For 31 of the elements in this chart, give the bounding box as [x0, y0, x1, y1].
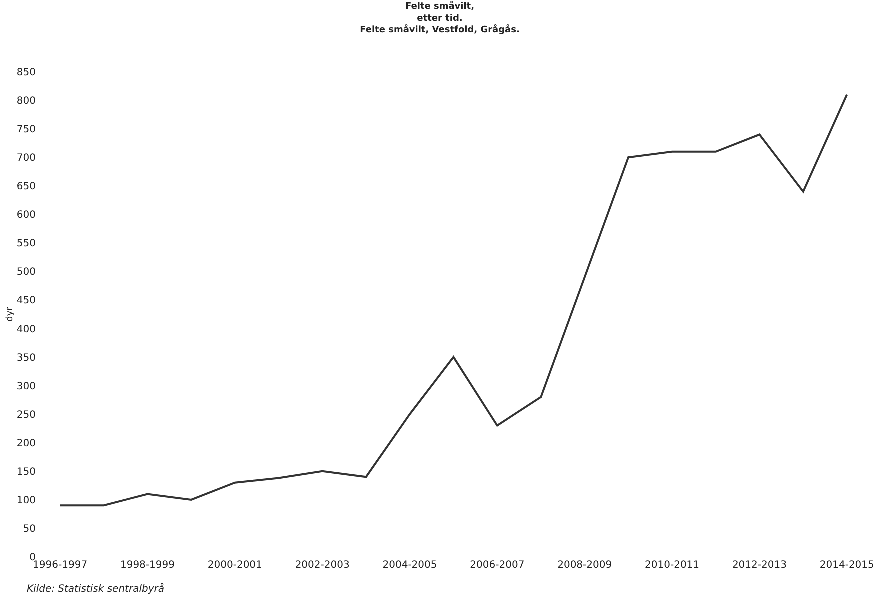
y-tick-label: 100 — [16, 495, 36, 506]
y-tick-label: 200 — [16, 438, 36, 450]
x-tick-label: 2002-2003 — [295, 560, 350, 571]
chart-title: Felte småvilt, etter tid. Felte småvilt, Vestfold, Grågås. — [360, 1, 520, 36]
line-series — [59, 94, 848, 507]
y-tick-label: 650 — [16, 182, 36, 193]
y-tick-label: 500 — [16, 267, 36, 278]
text: Kilde: Statistisk sentralbyrå — [27, 583, 164, 595]
x-tick-label: 2000-2001 — [208, 560, 262, 571]
y-axis-title: dyr — [5, 306, 16, 322]
y-tick-label: 350 — [16, 352, 36, 364]
x-tick-label: 2004-2005 — [382, 560, 438, 571]
y-tick-label: 550 — [16, 238, 36, 250]
x-tick-label: 1996-1997 — [33, 560, 88, 571]
x-tick-label: 2008-2009 — [558, 560, 612, 571]
y-tick-label: 50 — [23, 524, 36, 535]
y-tick-label: 750 — [16, 124, 36, 136]
y-tick-label: 850 — [16, 68, 36, 78]
y-tick-label: 250 — [16, 410, 36, 421]
x-tick-label: 2010-2011 — [645, 560, 700, 571]
y-tick-label: 300 — [16, 381, 36, 392]
y-tick-label: 600 — [16, 210, 36, 222]
x-tick-label: 2012-2013 — [732, 560, 787, 571]
y-tick-label: 400 — [16, 324, 36, 336]
y-tick-label: 150 — [16, 466, 36, 478]
y-tick-label: 450 — [16, 296, 36, 307]
y-tick-label: 800 — [16, 96, 36, 108]
x-tick-label: 2006-2007 — [470, 560, 525, 571]
y-tick-label: 700 — [16, 153, 36, 164]
x-tick-label: 1998-1999 — [120, 560, 175, 571]
x-tick-label: 2014-2015 — [820, 560, 874, 571]
